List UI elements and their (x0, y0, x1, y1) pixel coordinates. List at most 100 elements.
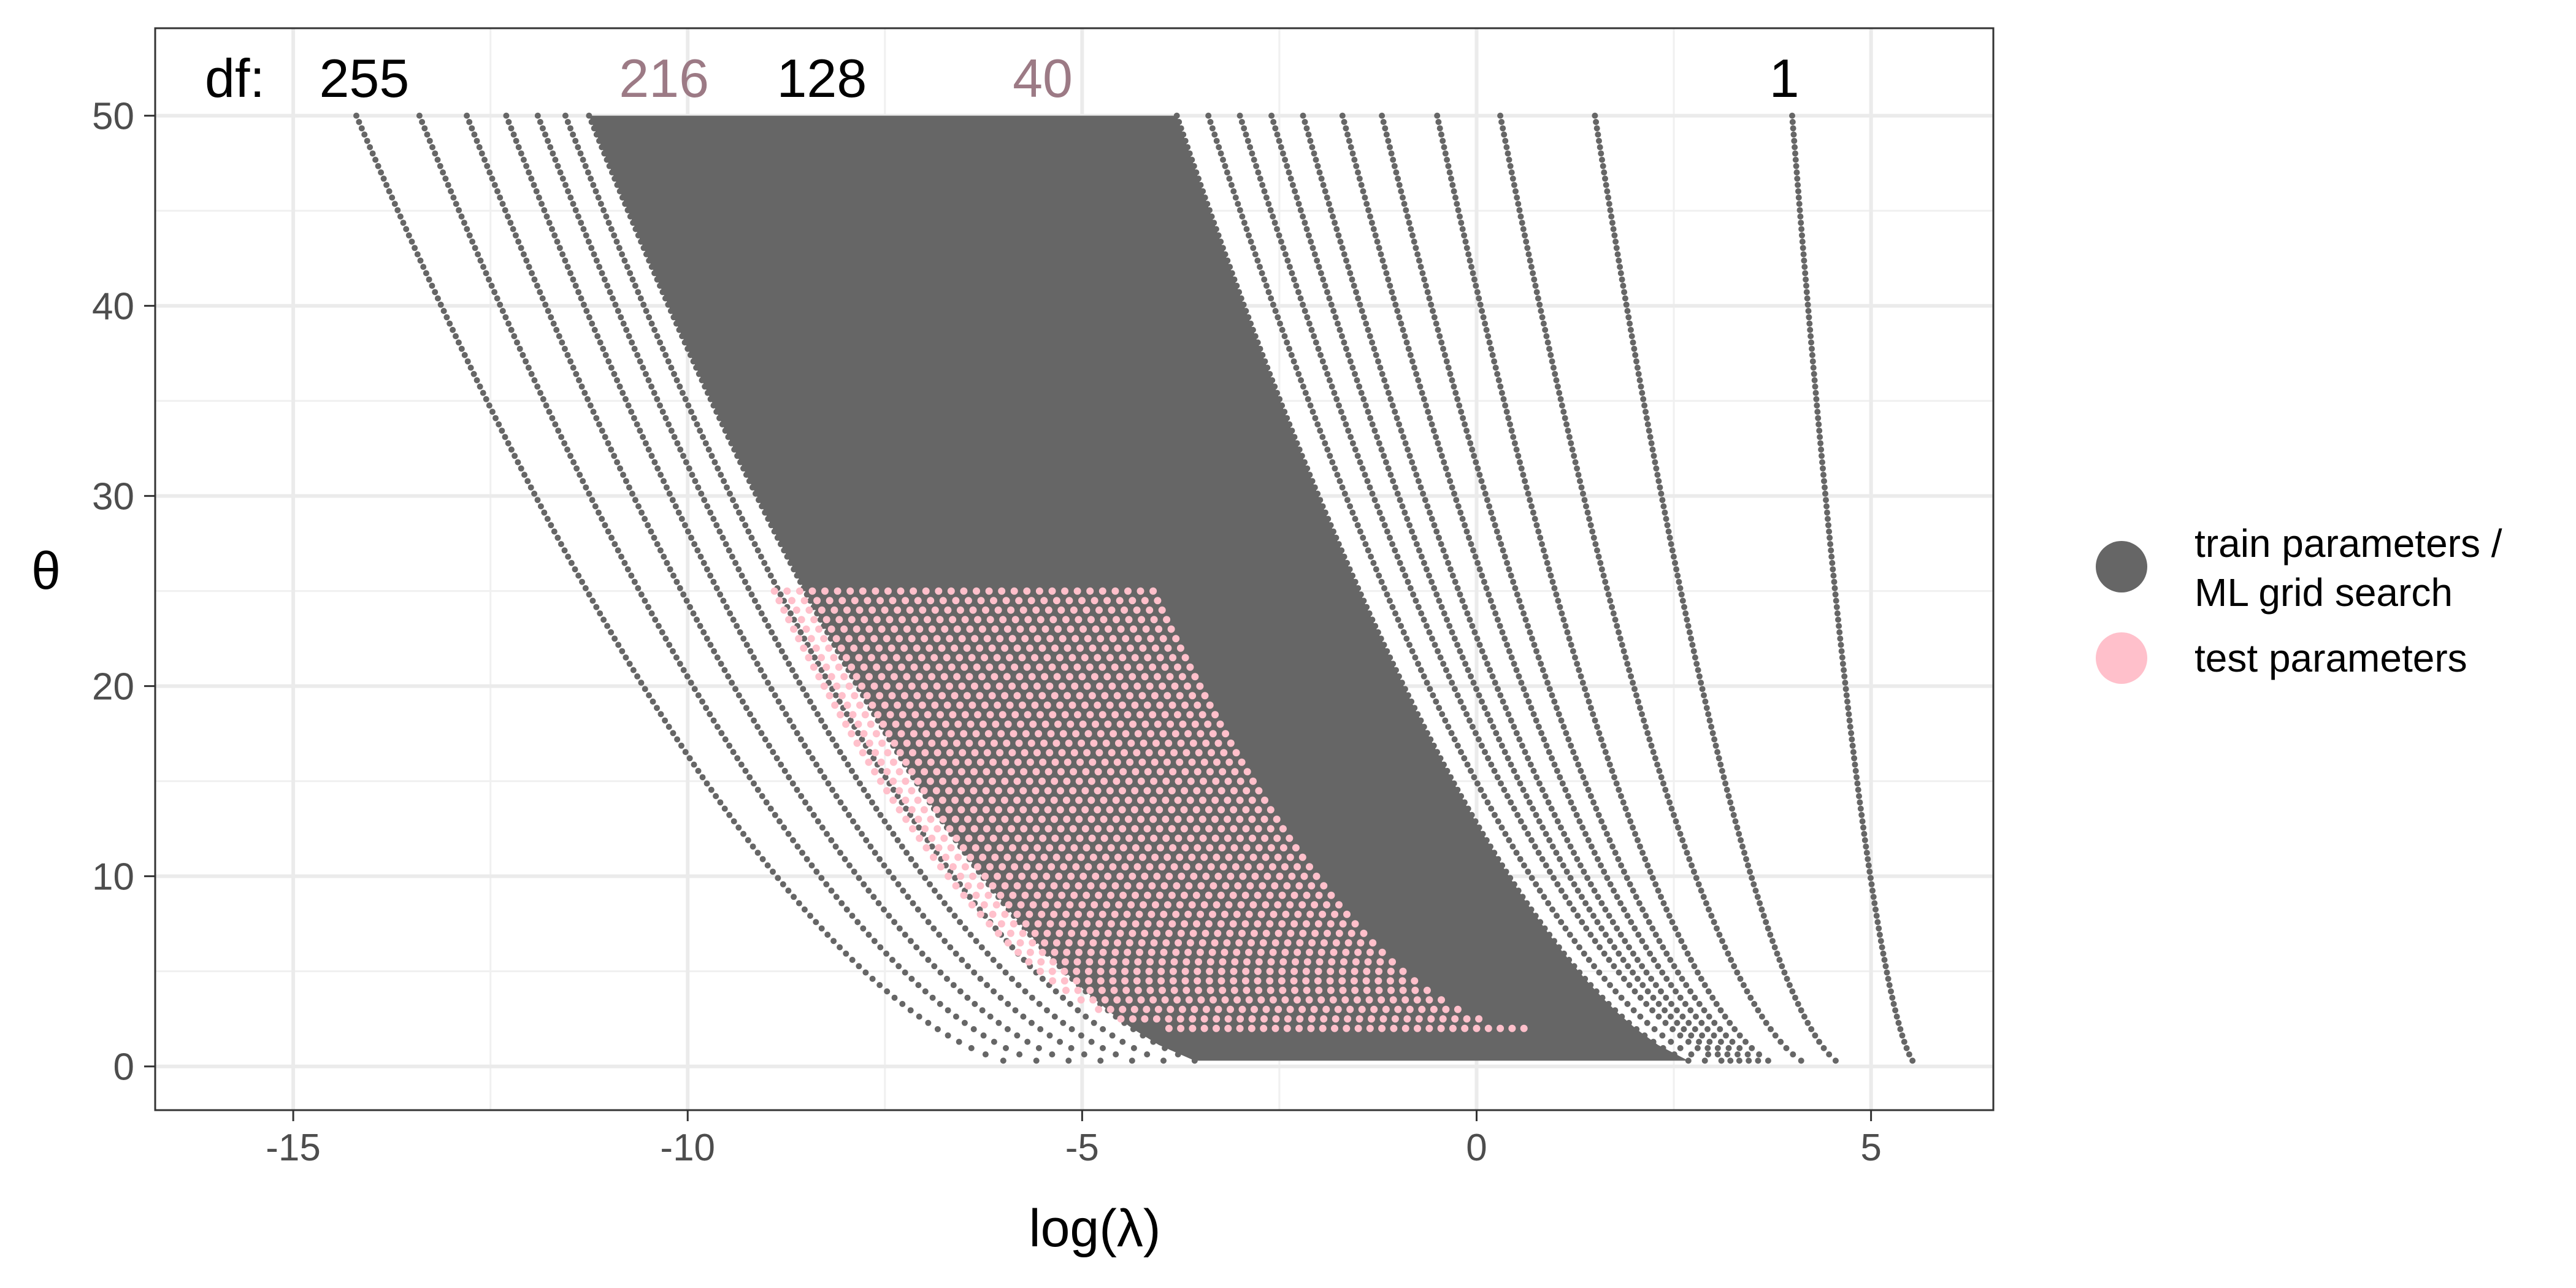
test-point (909, 825, 916, 833)
train-point (1657, 484, 1663, 491)
test-point (1001, 692, 1009, 700)
train-point (547, 144, 554, 150)
train-point (1341, 251, 1347, 258)
test-point (911, 616, 919, 624)
train-point (1498, 389, 1505, 396)
train-point (900, 887, 907, 894)
train-point (1596, 969, 1603, 976)
test-point (1298, 853, 1306, 861)
train-point (1543, 830, 1549, 837)
test-point (972, 891, 980, 899)
test-point (1119, 701, 1126, 709)
train-point (786, 774, 792, 781)
train-point (1452, 194, 1459, 201)
train-point (796, 680, 803, 686)
train-point (1457, 509, 1464, 516)
test-point (1209, 882, 1217, 890)
test-point (1205, 891, 1213, 899)
test-point (921, 635, 929, 643)
test-point (1076, 758, 1084, 766)
test-point (933, 749, 941, 757)
train-point (602, 351, 609, 358)
train-point (1635, 932, 1642, 938)
test-point (1101, 692, 1109, 700)
test-point (1229, 891, 1237, 899)
train-point (1362, 472, 1368, 478)
train-point (1274, 226, 1280, 232)
test-point (1074, 986, 1082, 994)
train-point (1655, 478, 1662, 485)
train-point (795, 900, 802, 907)
train-point (1551, 698, 1558, 705)
train-point (1812, 389, 1819, 396)
train-point (1869, 887, 1876, 894)
train-point (1849, 736, 1855, 743)
train-point (1314, 421, 1321, 427)
train-point (1294, 194, 1300, 201)
train-point (486, 169, 493, 176)
train-point (1463, 711, 1470, 718)
train-point (1663, 906, 1670, 913)
train-point (1417, 383, 1424, 390)
train-point (1398, 623, 1405, 629)
train-point (1337, 239, 1344, 245)
test-point (1049, 958, 1057, 966)
train-point (1444, 156, 1451, 163)
test-point (1052, 739, 1060, 747)
test-point (1146, 986, 1154, 994)
test-point (1029, 625, 1037, 633)
test-point (1141, 872, 1149, 880)
test-point (1129, 1015, 1137, 1023)
test-point (1088, 692, 1096, 700)
train-point (1495, 686, 1501, 692)
train-point (1576, 667, 1582, 673)
train-point (1364, 478, 1371, 485)
test-point (826, 597, 834, 605)
train-point (1561, 830, 1568, 837)
train-point (953, 950, 959, 957)
train-point (1792, 150, 1798, 157)
train-point (1374, 503, 1381, 510)
test-point (995, 825, 1003, 833)
train-point (600, 207, 607, 213)
train-point (890, 786, 897, 793)
train-point (1336, 326, 1343, 333)
train-point (1579, 680, 1586, 686)
test-point (1009, 891, 1017, 899)
test-point (945, 768, 953, 776)
train-point (1562, 415, 1568, 421)
train-point (1602, 906, 1609, 913)
test-point (977, 597, 985, 605)
train-point (1279, 326, 1286, 333)
train-point (1341, 490, 1348, 497)
train-point (561, 345, 568, 352)
test-point (1006, 929, 1014, 937)
test-point (1086, 958, 1094, 966)
test-point (974, 711, 982, 719)
test-point (825, 644, 833, 652)
train-point (610, 295, 616, 302)
test-point (1132, 920, 1140, 928)
train-point (1388, 150, 1395, 157)
test-point (1331, 1024, 1338, 1032)
test-point (1193, 787, 1201, 795)
train-point (643, 308, 650, 314)
test-point (1048, 663, 1056, 671)
test-point (865, 625, 873, 633)
train-point (515, 459, 521, 466)
test-point (1163, 692, 1171, 700)
train-point (568, 559, 575, 566)
train-point (1601, 950, 1608, 957)
test-point (1086, 711, 1094, 719)
train-point (593, 604, 600, 610)
test-point (964, 796, 972, 804)
train-point (447, 320, 453, 327)
train-point (638, 509, 645, 516)
test-point (1046, 844, 1054, 852)
train-point (1807, 326, 1814, 333)
test-point (1080, 929, 1087, 937)
train-point (486, 276, 492, 283)
train-point (1643, 415, 1650, 421)
train-point (742, 767, 749, 774)
train-point (1511, 724, 1517, 730)
